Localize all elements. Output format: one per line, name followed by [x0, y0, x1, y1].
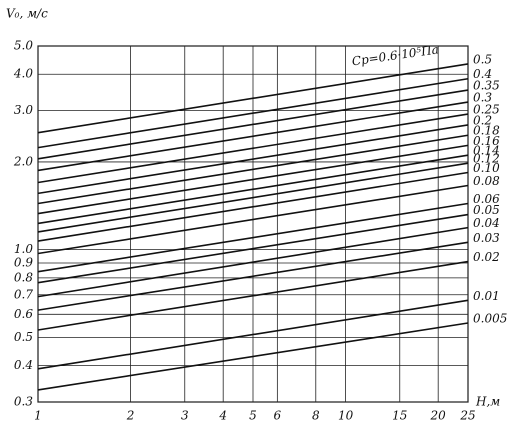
series-line: [37, 113, 469, 184]
x-tick-label: 20: [430, 409, 447, 423]
y-tick-label: 0.6: [14, 307, 33, 321]
series-label: 0.12: [473, 152, 500, 166]
x-tick-label: 6: [274, 409, 282, 423]
series-label: 0.03: [473, 231, 500, 245]
series-label: 0.005: [473, 312, 507, 326]
series-label: 0.02: [473, 250, 500, 264]
series-label: 0.3: [473, 91, 492, 105]
series-label: 0.05: [473, 203, 500, 217]
series-line: [37, 213, 469, 284]
series-line: [37, 202, 469, 273]
series-label: 0.4: [473, 67, 492, 81]
series-label: 0.01: [473, 289, 500, 303]
series-label: 0.35: [473, 79, 500, 93]
y-tick-label: 0.3: [14, 395, 33, 409]
series-label: 0.08: [473, 174, 500, 188]
y-tick-label: 0.5: [14, 330, 33, 344]
y-tick-label: 0.7: [14, 287, 33, 301]
y-tick-label: 1.0: [14, 242, 33, 256]
series-line: [37, 77, 469, 149]
x-tick-label: 8: [312, 409, 320, 423]
series-line: [37, 101, 469, 172]
series-line: [37, 241, 469, 311]
series-label: 0.25: [473, 103, 500, 117]
y-tick-label: 0.9: [14, 255, 33, 269]
series-label: 0.10: [473, 161, 500, 175]
series-line: [37, 63, 469, 134]
x-tick-label: 5: [249, 409, 257, 423]
series-label: 0.2: [473, 113, 492, 127]
x-tick-label: 25: [459, 409, 475, 423]
series-line: [37, 89, 469, 160]
series-line: [37, 226, 469, 298]
y-tick-label: 4.0: [13, 67, 33, 81]
series-line: [37, 299, 469, 370]
x-tick-label: 3: [181, 409, 189, 423]
x-axis-label: H,м: [475, 395, 500, 409]
series-line: [37, 171, 469, 242]
series-line: [37, 184, 469, 255]
x-tick-label: 15: [392, 409, 407, 423]
y-tick-label: 3.0: [14, 103, 33, 117]
series-label: 0.18: [473, 124, 500, 138]
series-line: [37, 260, 469, 331]
series-line: [37, 322, 469, 391]
y-axis-label: V₀, м/с: [6, 7, 48, 21]
series-label: 0.14: [473, 144, 500, 158]
x-tick-label: 2: [126, 409, 135, 423]
series-line: [37, 144, 469, 215]
y-tick-label: 0.4: [14, 358, 33, 372]
y-tick-label: 5.0: [14, 39, 33, 53]
x-tick-label: 1: [34, 409, 42, 423]
series-label: 0.16: [473, 134, 500, 148]
series-line: [37, 162, 469, 233]
x-tick-label: 10: [338, 409, 354, 423]
series-label: 0.04: [473, 216, 500, 230]
y-tick-label: 0.8: [14, 270, 33, 284]
y-tick-label: 2.0: [13, 154, 33, 168]
series-label: 0.06: [473, 192, 500, 206]
series-line: [37, 154, 469, 225]
x-tick-label: 4: [218, 409, 227, 423]
series-line: [37, 124, 469, 195]
series-label: 0.5: [473, 52, 492, 66]
series-line: [37, 134, 469, 205]
